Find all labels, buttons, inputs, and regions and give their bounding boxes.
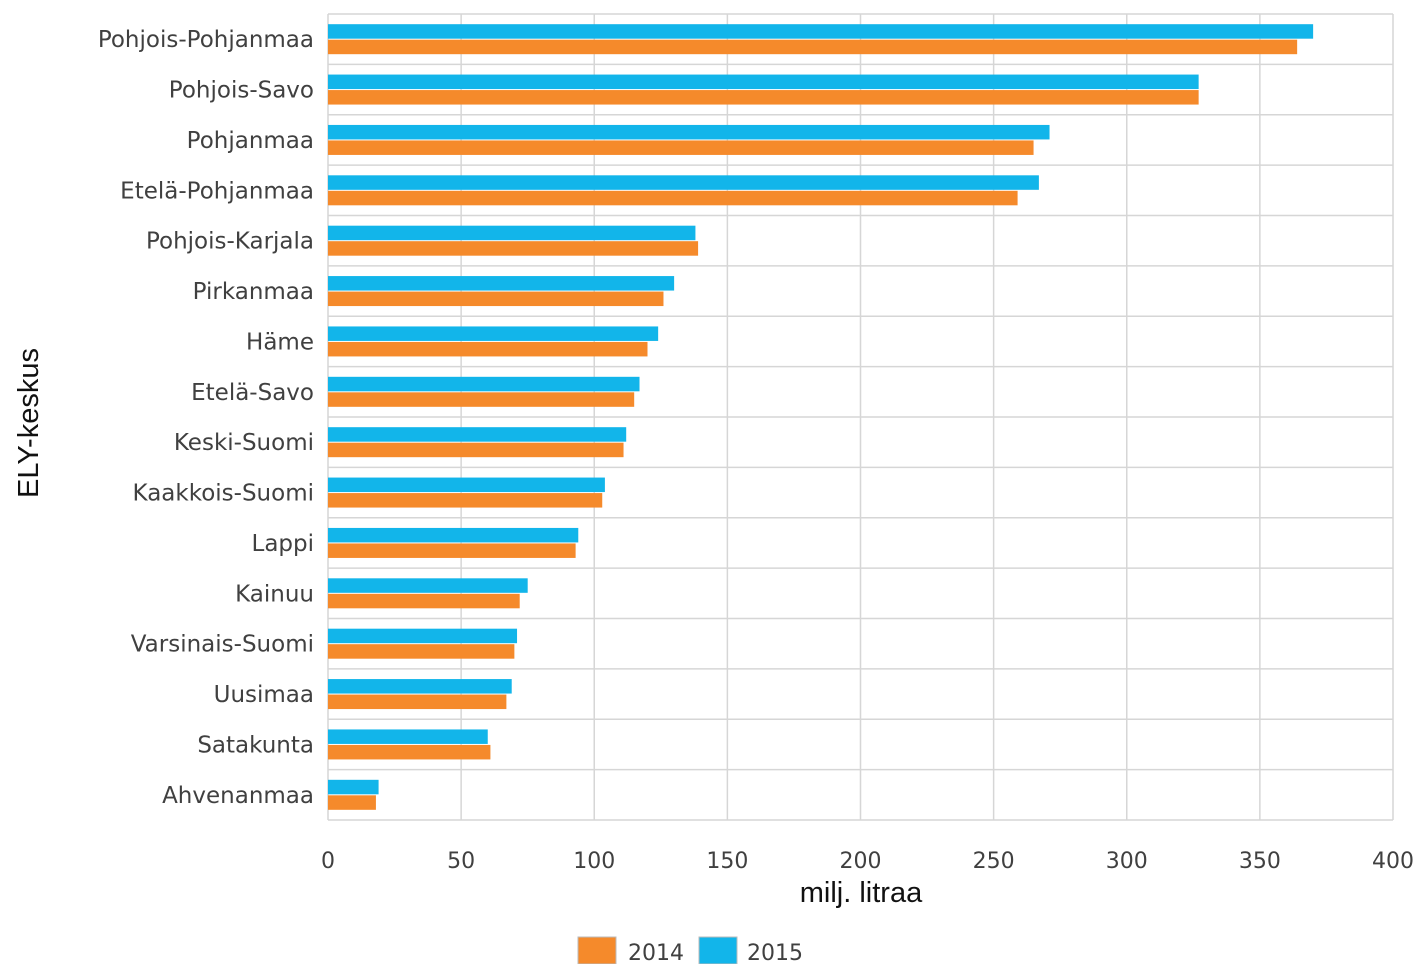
category-label-14: Satakunta <box>197 732 314 758</box>
bar-2014-2 <box>328 140 1034 155</box>
x-tick-label-6: 300 <box>1106 849 1148 874</box>
bar-2014-6 <box>328 341 648 357</box>
bar-2014-7 <box>328 392 635 407</box>
legend-label-2014: 2014 <box>628 941 684 964</box>
x-tick-label-4: 200 <box>840 849 882 874</box>
bar-2015-11 <box>328 578 528 593</box>
category-label-12: Varsinais-Suomi <box>131 632 314 658</box>
bars <box>328 24 1314 810</box>
category-label-13: Uusimaa <box>214 682 314 708</box>
legend-swatch-2014 <box>577 936 617 964</box>
category-label-4: Pohjois-Karjala <box>146 229 314 255</box>
x-tick-label-8: 400 <box>1372 849 1414 874</box>
bar-2015-2 <box>328 124 1050 140</box>
bar-2015-7 <box>328 376 640 392</box>
bar-2015-10 <box>328 527 579 543</box>
bar-2014-1 <box>328 90 1199 105</box>
category-label-9: Kaakkois-Suomi <box>133 481 314 507</box>
bar-2015-1 <box>328 74 1199 90</box>
x-tick-label-0: 0 <box>321 849 335 874</box>
bar-2015-4 <box>328 225 696 241</box>
category-label-2: Pohjanmaa <box>187 128 314 154</box>
category-labels: Pohjois-Pohjanmaa Pohjois-Savo Pohjanmaa Et… <box>98 27 314 809</box>
bar-2014-8 <box>328 442 624 458</box>
x-axis-title: milj. litraa <box>800 877 923 909</box>
x-tick-label-5: 250 <box>973 849 1015 874</box>
bar-2014-10 <box>328 543 576 558</box>
category-label-0: Pohjois-Pohjanmaa <box>98 27 314 53</box>
bar-2014-9 <box>328 493 603 508</box>
bar-2014-13 <box>328 694 507 710</box>
bar-2015-15 <box>328 779 379 795</box>
category-label-10: Lappi <box>252 531 315 557</box>
bar-2015-6 <box>328 326 659 341</box>
category-label-3: Etelä-Pohjanmaa <box>120 178 314 204</box>
bar-2014-3 <box>328 190 1018 206</box>
bar-2014-15 <box>328 795 376 810</box>
category-label-11: Kainuu <box>235 581 314 607</box>
legend: 2014 2015 <box>577 936 803 964</box>
bar-2015-8 <box>328 427 627 442</box>
bar-2015-3 <box>328 175 1039 190</box>
x-tick-label-7: 350 <box>1239 849 1281 874</box>
x-tick-label-2: 100 <box>573 849 615 874</box>
y-axis-title: ELY-keskus <box>13 348 45 498</box>
x-tick-label-1: 50 <box>447 849 475 874</box>
bar-2015-9 <box>328 477 605 493</box>
bar-2015-13 <box>328 679 512 694</box>
category-label-15: Ahvenanmaa <box>162 783 314 809</box>
category-label-7: Etelä-Savo <box>191 380 314 406</box>
category-label-6: Häme <box>246 329 314 355</box>
category-label-8: Keski-Suomi <box>174 430 314 456</box>
bar-2015-14 <box>328 729 488 744</box>
bar-2014-5 <box>328 291 664 307</box>
legend-swatch-2015 <box>698 936 738 964</box>
bar-2015-12 <box>328 628 518 644</box>
bar-2014-4 <box>328 241 699 256</box>
x-tick-labels: 0 50 100 150 200 250 300 350 400 <box>321 849 1414 874</box>
bar-2014-14 <box>328 744 491 760</box>
bar-2014-12 <box>328 644 515 659</box>
x-tick-label-3: 150 <box>706 849 748 874</box>
category-label-5: Pirkanmaa <box>193 279 314 305</box>
legend-label-2015: 2015 <box>747 941 803 964</box>
bar-2014-0 <box>328 39 1298 55</box>
bar-2015-0 <box>328 24 1314 39</box>
category-label-1: Pohjois-Savo <box>169 78 314 104</box>
bar-2014-11 <box>328 593 520 609</box>
bar-2015-5 <box>328 276 675 291</box>
